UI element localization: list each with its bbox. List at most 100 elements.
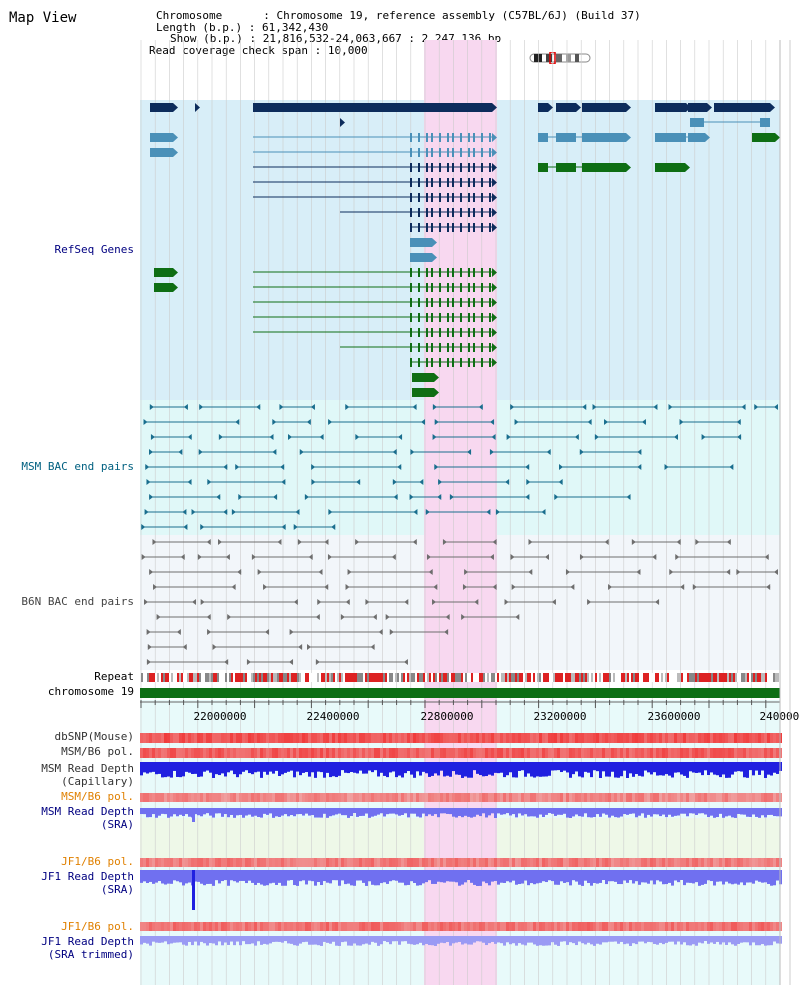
bac-end-pair[interactable] xyxy=(231,509,300,515)
bac-end-pair[interactable] xyxy=(668,404,746,410)
bac-end-pair[interactable] xyxy=(409,494,442,500)
bac-end-pair[interactable] xyxy=(257,569,323,575)
bac-end-pair[interactable] xyxy=(434,464,530,470)
bac-end-pair[interactable] xyxy=(299,449,397,455)
bac-end-pair[interactable] xyxy=(149,494,221,500)
bac-end-pair[interactable] xyxy=(594,434,679,440)
bac-end-pair[interactable] xyxy=(355,539,417,545)
bac-end-pair[interactable] xyxy=(664,464,734,470)
gene-model[interactable] xyxy=(253,283,497,292)
gene-model[interactable] xyxy=(253,268,497,277)
bac-end-pair[interactable] xyxy=(514,419,592,425)
bac-end-pair[interactable] xyxy=(345,404,417,410)
bac-end-pair[interactable] xyxy=(156,614,211,620)
bac-end-pair[interactable] xyxy=(146,659,229,665)
bac-end-pair[interactable] xyxy=(554,494,631,500)
bac-end-pair[interactable] xyxy=(504,599,556,605)
bac-end-pair[interactable] xyxy=(191,509,228,515)
bac-end-pair[interactable] xyxy=(235,464,285,470)
bac-end-pair[interactable] xyxy=(146,629,181,635)
gene-model[interactable] xyxy=(688,103,712,112)
bac-end-pair[interactable] xyxy=(587,599,660,605)
gene-model[interactable] xyxy=(154,268,178,277)
gene-model[interactable] xyxy=(253,193,497,202)
bac-end-pair[interactable] xyxy=(289,629,383,635)
bac-end-pair[interactable] xyxy=(675,554,769,560)
bac-end-pair[interactable] xyxy=(695,539,731,545)
bac-end-pair[interactable] xyxy=(200,599,298,605)
gene-model[interactable] xyxy=(556,103,581,112)
gene-model[interactable] xyxy=(253,133,497,142)
gene-model[interactable] xyxy=(538,163,631,172)
gene-model[interactable] xyxy=(410,238,437,247)
bac-end-pair[interactable] xyxy=(510,404,587,410)
gene-model[interactable] xyxy=(410,223,497,232)
bac-end-pair[interactable] xyxy=(328,419,426,425)
bac-end-pair[interactable] xyxy=(345,584,438,590)
gene-model[interactable] xyxy=(253,298,497,307)
bac-end-pair[interactable] xyxy=(144,509,187,515)
bac-end-pair[interactable] xyxy=(279,404,315,410)
bac-end-pair[interactable] xyxy=(251,554,313,560)
bac-end-pair[interactable] xyxy=(152,539,211,545)
bac-end-pair[interactable] xyxy=(608,584,685,590)
bac-end-pair[interactable] xyxy=(327,554,396,560)
bac-end-pair[interactable] xyxy=(207,629,270,635)
bac-end-pair[interactable] xyxy=(218,434,274,440)
gene-model[interactable] xyxy=(752,133,780,142)
bac-end-pair[interactable] xyxy=(389,629,449,635)
bac-end-pair[interactable] xyxy=(754,404,778,410)
gene-model[interactable] xyxy=(410,358,497,367)
bac-end-pair[interactable] xyxy=(149,404,188,410)
bac-end-pair[interactable] xyxy=(426,554,494,560)
bac-end-pair[interactable] xyxy=(304,494,398,500)
gene-model[interactable] xyxy=(253,163,497,172)
gene-model[interactable] xyxy=(655,133,710,142)
bac-end-pair[interactable] xyxy=(631,539,681,545)
bac-end-pair[interactable] xyxy=(141,554,185,560)
bac-end-pair[interactable] xyxy=(461,614,520,620)
bac-end-pair[interactable] xyxy=(528,539,609,545)
bac-end-pair[interactable] xyxy=(679,419,741,425)
bac-end-pair[interactable] xyxy=(311,479,361,485)
gene-model[interactable] xyxy=(655,103,691,112)
bac-end-pair[interactable] xyxy=(141,524,188,530)
bac-end-pair[interactable] xyxy=(669,569,731,575)
bac-end-pair[interactable] xyxy=(432,404,483,410)
bac-end-pair[interactable] xyxy=(579,449,642,455)
bac-end-pair[interactable] xyxy=(315,659,408,665)
bac-end-pair[interactable] xyxy=(355,434,403,440)
bac-end-pair[interactable] xyxy=(592,404,658,410)
bac-end-pair[interactable] xyxy=(150,434,192,440)
bac-end-pair[interactable] xyxy=(432,434,496,440)
gene-model[interactable] xyxy=(253,328,497,337)
bac-end-pair[interactable] xyxy=(207,479,286,485)
bac-end-pair[interactable] xyxy=(489,449,551,455)
bac-end-pair[interactable] xyxy=(287,434,324,440)
bac-end-pair[interactable] xyxy=(365,599,409,605)
bac-end-pair[interactable] xyxy=(526,479,563,485)
bac-end-pair[interactable] xyxy=(579,554,657,560)
bac-end-pair[interactable] xyxy=(410,449,472,455)
gene-model[interactable] xyxy=(253,313,497,322)
bac-end-pair[interactable] xyxy=(506,434,579,440)
gene-model[interactable] xyxy=(154,283,178,292)
bac-end-pair[interactable] xyxy=(347,569,433,575)
bac-end-pair[interactable] xyxy=(464,569,533,575)
bac-end-pair[interactable] xyxy=(392,479,424,485)
gene-model[interactable] xyxy=(150,103,178,112)
b6n-bac-pairs[interactable] xyxy=(141,539,778,665)
bac-end-pair[interactable] xyxy=(200,524,286,530)
bac-end-pair[interactable] xyxy=(432,599,479,605)
bac-end-pair[interactable] xyxy=(144,599,197,605)
bac-end-pair[interactable] xyxy=(511,584,575,590)
gene-model[interactable] xyxy=(690,118,770,127)
bac-end-pair[interactable] xyxy=(604,419,646,425)
gene-model[interactable] xyxy=(714,103,775,112)
bac-end-pair[interactable] xyxy=(736,569,778,575)
gene-model[interactable] xyxy=(253,103,497,112)
bac-end-pair[interactable] xyxy=(297,539,329,545)
bac-end-pair[interactable] xyxy=(425,509,491,515)
bac-end-pair[interactable] xyxy=(198,449,277,455)
